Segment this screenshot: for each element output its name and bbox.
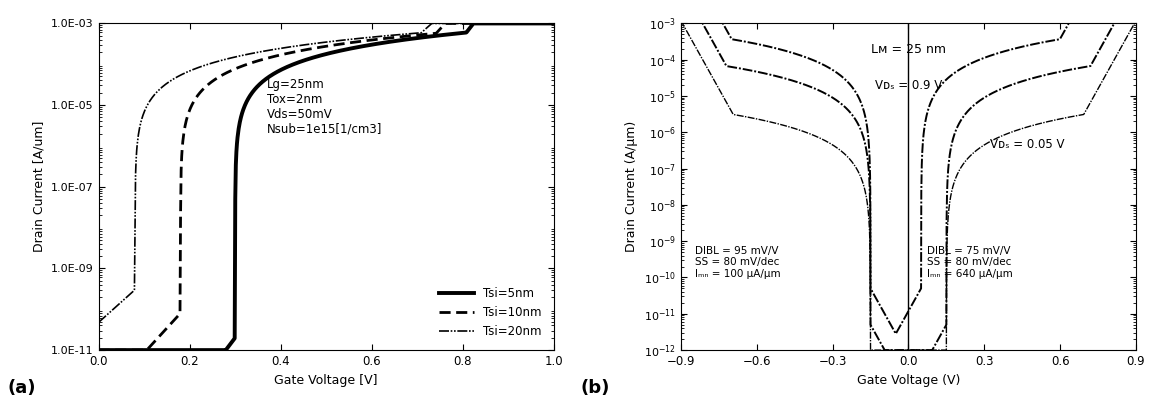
Text: Vᴅₛ = 0.9 V: Vᴅₛ = 0.9 V	[875, 79, 942, 92]
Text: DIBL = 95 mV/V
SS = 80 mV/dec
Iₘₙ = 100 μA/μm: DIBL = 95 mV/V SS = 80 mV/dec Iₘₙ = 100 …	[695, 246, 780, 279]
X-axis label: Gate Voltage [V]: Gate Voltage [V]	[274, 374, 378, 386]
Text: Vᴅₛ = 0.05 V: Vᴅₛ = 0.05 V	[990, 138, 1064, 151]
Y-axis label: Drain Current (A/μm): Drain Current (A/μm)	[625, 121, 638, 252]
Text: Lᴍ = 25 nm: Lᴍ = 25 nm	[872, 43, 946, 56]
Y-axis label: Drain Current [A/um]: Drain Current [A/um]	[33, 121, 45, 253]
Text: (a): (a)	[7, 379, 36, 397]
Text: Lg=25nm
Tox=2nm
Vds=50mV
Nsub=1e15[1/cm3]: Lg=25nm Tox=2nm Vds=50mV Nsub=1e15[1/cm3…	[267, 78, 382, 136]
X-axis label: Gate Voltage (V): Gate Voltage (V)	[856, 374, 960, 386]
Text: (b): (b)	[581, 379, 610, 397]
Text: DIBL = 75 mV/V
SS = 80 mV/dec
Iₘₙ = 640 μA/μm: DIBL = 75 mV/V SS = 80 mV/dec Iₘₙ = 640 …	[926, 246, 1012, 279]
Legend: Tsi=5nm, Tsi=10nm, Tsi=20nm: Tsi=5nm, Tsi=10nm, Tsi=20nm	[432, 281, 547, 344]
